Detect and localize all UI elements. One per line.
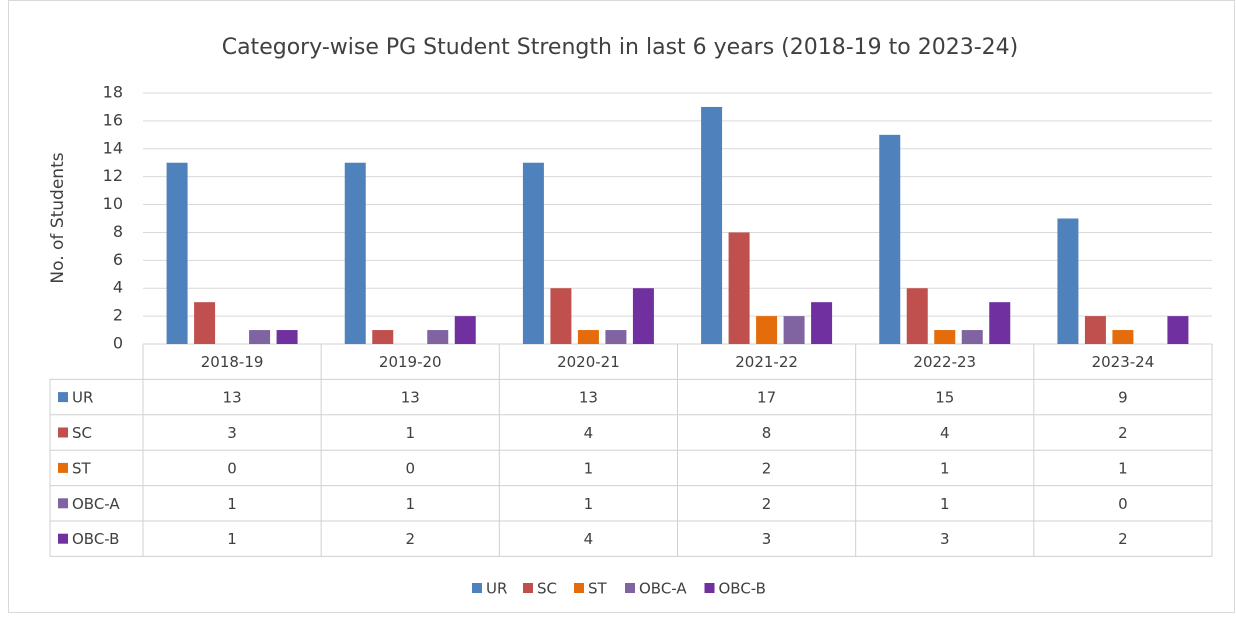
bar <box>989 302 1011 344</box>
bar <box>632 288 654 344</box>
table-cell: 13 <box>223 389 242 407</box>
bar <box>550 288 572 344</box>
x-tick-label: 2018-19 <box>201 353 264 371</box>
table-cell: 0 <box>1118 495 1128 513</box>
table-cell: 1 <box>940 495 950 513</box>
y-tick-label: 6 <box>113 250 123 269</box>
y-tick-label: 0 <box>113 334 123 353</box>
table-cell: 1 <box>405 424 415 442</box>
bar <box>811 302 833 344</box>
y-tick-label: 2 <box>113 306 123 325</box>
table-cell: 15 <box>935 389 954 407</box>
table-cell: 4 <box>940 424 950 442</box>
x-tick-label: 2023-24 <box>1092 353 1155 371</box>
table-cell: 3 <box>940 530 950 548</box>
table-cell: 17 <box>757 389 776 407</box>
legend-label: ST <box>588 580 608 598</box>
y-tick-label: 10 <box>103 194 123 213</box>
table-legend-key <box>58 392 68 403</box>
bar <box>934 330 956 344</box>
bar <box>1084 316 1106 344</box>
bar <box>427 330 449 344</box>
legend-label: UR <box>486 580 507 598</box>
legend-key <box>523 583 533 593</box>
bar <box>344 162 366 344</box>
table-legend-key <box>58 462 68 473</box>
bar <box>961 330 983 344</box>
legend-key <box>472 583 482 593</box>
table-cell: 0 <box>227 459 237 477</box>
table-cell: 3 <box>762 530 772 548</box>
table-cell: 4 <box>584 530 594 548</box>
bar <box>728 232 750 344</box>
bar <box>605 330 627 344</box>
table-cell: 2 <box>405 530 415 548</box>
table-row-label: OBC-B <box>72 530 119 548</box>
y-tick-label: 14 <box>103 138 123 157</box>
table-row-label: UR <box>72 389 93 407</box>
bar <box>1057 218 1079 344</box>
table-legend-key <box>58 533 68 544</box>
legend-label: OBC-B <box>719 580 766 598</box>
bar <box>906 288 928 344</box>
table-cell: 2 <box>1118 424 1128 442</box>
bar <box>372 330 394 344</box>
table-cell: 2 <box>762 459 772 477</box>
bar <box>522 162 544 344</box>
bar <box>783 316 805 344</box>
bar <box>276 330 298 344</box>
table-legend-key <box>58 427 68 438</box>
table-cell: 1 <box>584 495 594 513</box>
table-cell: 13 <box>401 389 420 407</box>
legend-label: SC <box>537 580 557 598</box>
x-tick-label: 2019-20 <box>379 353 442 371</box>
chart-title: Category-wise PG Student Strength in las… <box>222 35 1019 60</box>
y-axis-label: No. of Students <box>48 152 68 283</box>
bar <box>701 106 723 344</box>
bar <box>1112 330 1134 344</box>
table-row-label: SC <box>72 424 92 442</box>
bar <box>249 330 271 344</box>
bar <box>756 316 778 344</box>
table-cell: 1 <box>405 495 415 513</box>
table-cell: 2 <box>762 495 772 513</box>
x-tick-label: 2020-21 <box>557 353 620 371</box>
y-tick-label: 16 <box>103 110 123 129</box>
x-tick-label: 2021-22 <box>735 353 798 371</box>
y-tick-label: 18 <box>103 83 123 102</box>
table-cell: 0 <box>405 459 415 477</box>
bar <box>577 330 599 344</box>
table-legend-key <box>58 498 68 509</box>
legend-label: OBC-A <box>639 580 687 598</box>
y-tick-label: 8 <box>113 222 123 241</box>
table-cell: 1 <box>940 459 950 477</box>
table-cell: 13 <box>579 389 598 407</box>
table-cell: 1 <box>1118 459 1128 477</box>
table-row-label: ST <box>72 459 92 477</box>
legend-key <box>574 583 584 593</box>
legend-key <box>625 583 635 593</box>
table-cell: 1 <box>584 459 594 477</box>
y-tick-label: 4 <box>113 278 123 297</box>
table-cell: 1 <box>227 495 237 513</box>
table-cell: 8 <box>762 424 772 442</box>
table-row-label: OBC-A <box>72 495 120 513</box>
bar <box>166 162 188 344</box>
bar <box>194 302 216 344</box>
table-cell: 4 <box>584 424 594 442</box>
table-cell: 3 <box>227 424 237 442</box>
table-cell: 9 <box>1118 389 1128 407</box>
bar <box>454 316 476 344</box>
table-cell: 2 <box>1118 530 1128 548</box>
x-tick-label: 2022-23 <box>913 353 976 371</box>
bar <box>879 134 901 344</box>
table-cell: 1 <box>227 530 237 548</box>
y-tick-label: 12 <box>103 166 123 185</box>
legend-key <box>704 583 715 593</box>
bar <box>1167 316 1189 344</box>
